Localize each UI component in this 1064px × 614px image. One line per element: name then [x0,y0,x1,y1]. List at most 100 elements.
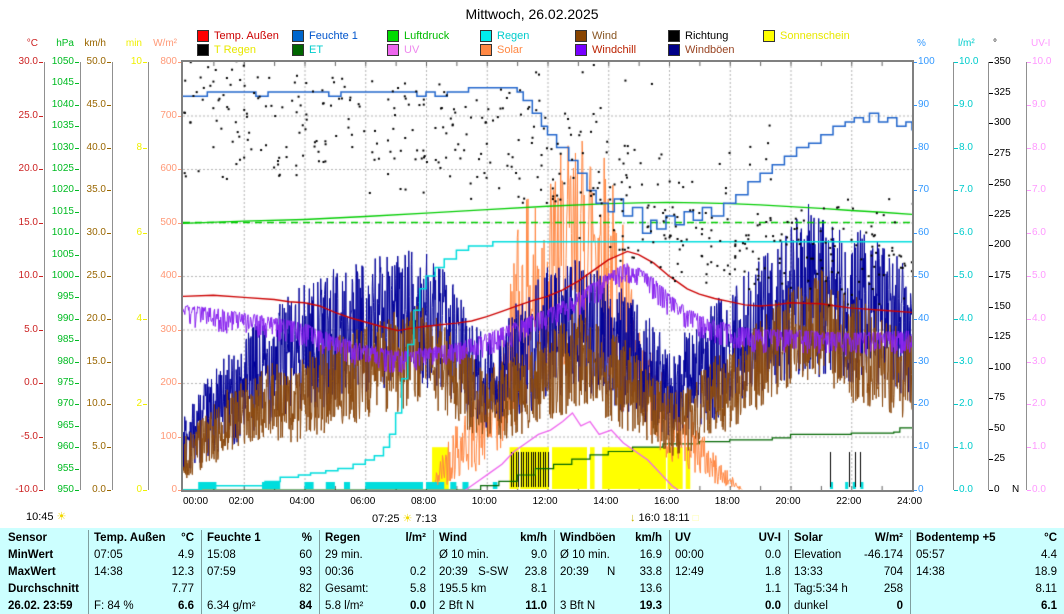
legend-swatch [197,30,209,42]
stats-cell: 6.34 g/m² 84 [201,597,319,614]
stats-col-unit: % [301,532,312,545]
axis-tick [178,115,182,117]
stats-cell: Gesamt: 5.8 [319,580,433,598]
stats-cell-left: 5.8 l/m² [325,599,364,612]
legend-swatch [575,44,587,56]
stats-col-unit: km/h [635,532,662,545]
legend-swatch [575,30,587,42]
stats-cell-left: Ø 10 min. [439,549,489,562]
axis-tick [107,318,111,320]
stats-cell-left: 05:57 [916,549,945,562]
axis-tick [75,190,79,192]
stats-cell-left: 00:36 [325,565,354,578]
stats-col-name: Feuchte 1 [207,532,261,545]
legend-item-feuchte-1: Feuchte 1 [292,30,358,42]
stats-cell-left: 12:49 [675,565,704,578]
axis-tick-label: 100 [994,361,1011,373]
axis-tick [954,404,958,406]
stats-cell-value: 23.8 [524,565,547,578]
stats-cell: 00:36 0.2 [319,563,433,581]
axis-tick [1027,361,1031,363]
axis-tick [1027,490,1031,491]
axis-tick [178,222,182,224]
axis-tick-label: 800 [160,56,177,67]
axis-tick [75,468,79,470]
axis-tick-label: 400 [160,270,177,281]
stats-cell-left: 195.5 km [439,582,487,595]
axis-tick [954,318,958,320]
stats-cell: 05:57 4.4 [910,546,1064,564]
axis-tick [75,318,79,320]
stats-cell-left: 20:39 [560,565,589,578]
axis-tick-label: 1045 [51,77,74,89]
stats-cell-left: 6.34 g/m² [207,599,256,612]
stats-cell-value: 33.8 [639,565,662,578]
stats-header-bodentemp-5: Bodentemp +5 °C [910,530,1064,547]
axis-tick-label: 250 [994,178,1011,190]
axis-tick [913,233,917,235]
axis-tick-label: 0 [994,484,1000,495]
axis-tick [913,404,917,406]
stats-cell-value: 93 [299,565,312,578]
stats-cell-value: 16.9 [639,549,662,562]
axis-tick [954,361,958,363]
axis-tick [913,447,917,449]
stats-cell-value: 84 [299,599,312,612]
legend-swatch [387,30,399,42]
stats-cell: 0.0 [669,597,788,614]
stats-cell-left: F: 84 % [94,599,134,612]
stats-cell: 195.5 km 8.1 [433,580,554,598]
x-tick-label: 06:00 [350,496,376,507]
stats-cell: 07:05 4.9 [88,546,201,564]
axis-tick-label: 10 [918,441,930,453]
axis-tick [989,367,993,369]
axis-tick [178,62,182,63]
axis-tick-label: 1040 [51,98,74,110]
stats-cell-value: 13.6 [639,582,662,595]
stats-cell: 82 [201,580,319,598]
axis-tick-label: 1.0 [1032,441,1046,453]
legend-label: ET [309,44,324,56]
legend-label: Richtung [685,30,729,42]
axis-tick [954,490,958,491]
axis-tick-label: 6.0 [1032,227,1046,239]
legend-label: Wind [592,30,618,42]
axis-tick-label: 20 [918,398,930,410]
stats-cell: 14:38 18.9 [910,563,1064,581]
stats-table: Sensor Temp. Außen °C Feuchte 1% Regen l/m² Wi… [0,528,1064,614]
axis-tick [989,459,993,461]
axis-tick-label: 4 [136,312,142,324]
axis-tick [39,490,43,491]
axis-tick [989,153,993,155]
axis-tick-label: 950 [57,484,74,495]
axis-tick-label: 100 [918,56,935,67]
stats-cell-value: 9.0 [531,549,547,562]
axis-tick-label: 7.0 [1032,184,1046,196]
axis-tick-label: 985 [57,334,74,346]
axis-tick-label: 600 [160,163,177,174]
x-tick-label: 12:00 [532,496,558,507]
axis-tick-label: 1010 [51,227,74,239]
sunset-time: 18:11 [662,512,690,524]
axis-tick [75,340,79,342]
stats-cell-value: 12.3 [171,565,194,578]
axis-tick [1027,447,1031,449]
legend-swatch [387,44,399,56]
axis-tick [913,276,917,277]
axis-tick-label: 10.0 [18,270,38,281]
axis-tick-label: 30 [918,355,930,367]
axis-tick [143,62,147,63]
stats-header-sensor: Sensor [8,532,47,545]
axis-tick [39,436,43,438]
axis-tick-label: 15.0 [86,355,106,367]
plot-area [181,60,914,492]
stats-cell: 20:39 N 33.8 [554,563,669,581]
stats-cell-value: 4.9 [178,549,194,562]
stats-cell-left: Gesamt: [325,582,369,595]
axis-tick [954,233,958,235]
stats-col-name: UV [675,532,691,545]
stats-cell-value: 5.8 [410,582,426,595]
stats-cell: Elevation -46.174 [788,546,910,564]
axis-tick-label: 500 [160,216,177,228]
